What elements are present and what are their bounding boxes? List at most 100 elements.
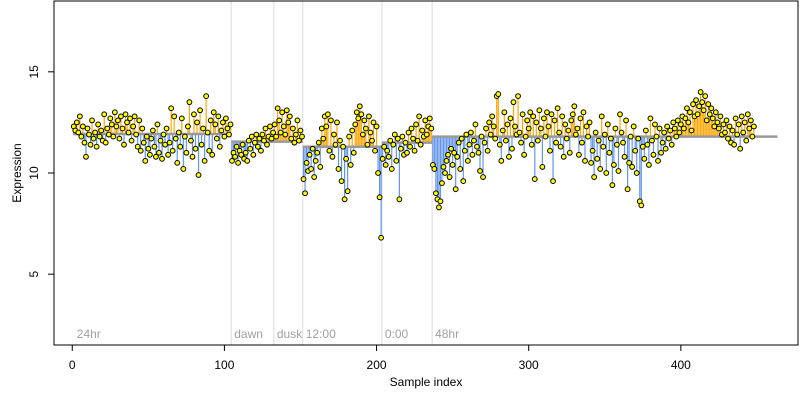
- data-point: [536, 107, 543, 114]
- data-point: [423, 131, 430, 138]
- data-point: [461, 147, 468, 154]
- data-point: [180, 166, 187, 172]
- data-point: [528, 141, 535, 148]
- data-point: [557, 143, 564, 150]
- data-point: [169, 147, 176, 154]
- data-point: [128, 137, 135, 144]
- data-point: [527, 109, 534, 116]
- data-point: [498, 157, 505, 164]
- data-point: [690, 101, 696, 108]
- data-point: [73, 119, 80, 126]
- data-point: [723, 117, 730, 124]
- data-point: [268, 135, 275, 142]
- data-point: [617, 111, 623, 118]
- data-point: [630, 123, 637, 130]
- data-points: [70, 89, 757, 241]
- data-point: [737, 145, 744, 152]
- data-point: [659, 139, 666, 146]
- data-point: [428, 125, 435, 132]
- data-point: [615, 168, 622, 174]
- data-point: [175, 129, 182, 136]
- data-point: [530, 113, 537, 120]
- data-point: [366, 113, 372, 120]
- data-point: [308, 166, 315, 172]
- data-point: [355, 115, 362, 122]
- data-point: [458, 135, 465, 142]
- data-point: [90, 135, 97, 142]
- data-point: [218, 127, 225, 134]
- data-point: [277, 129, 284, 136]
- data-point: [612, 125, 619, 132]
- data-point: [563, 135, 570, 142]
- data-point: [209, 151, 216, 158]
- data-point: [108, 121, 115, 128]
- data-point: [624, 186, 631, 193]
- data-point: [598, 113, 605, 120]
- data-point: [455, 139, 462, 146]
- data-point: [215, 113, 222, 120]
- data-point: [294, 117, 301, 124]
- data-point: [139, 125, 146, 132]
- data-point: [320, 135, 327, 142]
- data-point: [405, 129, 412, 136]
- data-point: [78, 133, 85, 140]
- data-point: [443, 157, 450, 164]
- data-point: [639, 143, 646, 150]
- data-point: [291, 139, 298, 146]
- data-point: [178, 115, 185, 122]
- data-point: [426, 115, 433, 122]
- data-point: [250, 151, 257, 158]
- data-point: [566, 149, 573, 156]
- data-point: [201, 157, 208, 164]
- data-point: [677, 121, 684, 128]
- data-point: [359, 131, 366, 138]
- data-point: [647, 115, 654, 122]
- data-point: [356, 103, 363, 110]
- data-point: [293, 131, 299, 138]
- data-point: [242, 149, 249, 156]
- data-point: [113, 123, 120, 130]
- data-point: [326, 147, 333, 154]
- data-point: [496, 141, 503, 148]
- data-point: [381, 143, 388, 150]
- data-point: [554, 105, 561, 112]
- data-point: [638, 202, 645, 209]
- data-point: [194, 119, 200, 126]
- data-point: [531, 176, 538, 182]
- data-point: [142, 157, 149, 164]
- x-tick-label: 100: [214, 358, 234, 372]
- data-point: [390, 141, 397, 148]
- data-point: [466, 141, 473, 148]
- data-point: [533, 119, 540, 126]
- data-point: [618, 129, 625, 136]
- data-point: [560, 153, 567, 160]
- data-point: [480, 174, 486, 180]
- data-point: [550, 178, 556, 184]
- data-point: [685, 119, 692, 126]
- data-point: [544, 109, 550, 116]
- data-point: [525, 125, 532, 132]
- data-point: [656, 125, 663, 132]
- data-point: [299, 133, 305, 140]
- data-point: [688, 127, 695, 134]
- data-point: [370, 119, 377, 126]
- data-point: [708, 105, 715, 112]
- data-point: [609, 182, 616, 189]
- data-point: [125, 129, 132, 136]
- data-point: [110, 133, 117, 140]
- data-point: [324, 111, 331, 118]
- data-point: [270, 129, 276, 136]
- data-point: [635, 135, 642, 142]
- data-point: [332, 141, 339, 148]
- data-point: [620, 139, 626, 146]
- data-point: [391, 131, 398, 138]
- data-point: [422, 117, 429, 124]
- data-point: [385, 153, 392, 160]
- data-point: [119, 125, 126, 132]
- data-point: [317, 164, 324, 170]
- data-point: [253, 131, 260, 138]
- data-point: [655, 157, 661, 164]
- data-point: [127, 115, 133, 122]
- data-point: [454, 153, 461, 160]
- data-point: [130, 123, 137, 130]
